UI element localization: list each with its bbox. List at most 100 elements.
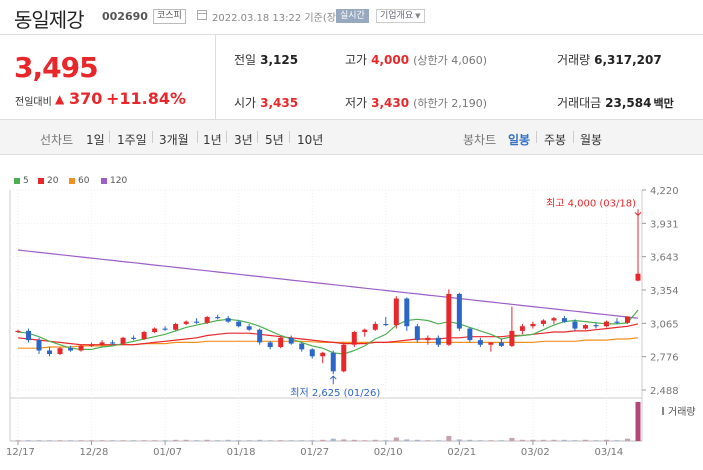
candle-body <box>477 340 483 345</box>
candle-body <box>341 344 347 372</box>
ma120-line <box>17 249 639 319</box>
volume-bar <box>194 440 200 441</box>
change-label: 전일대비 <box>15 97 52 108</box>
candle-body <box>225 318 231 322</box>
x-tick-label: 02/10 <box>374 447 403 458</box>
volume-bar <box>540 439 546 441</box>
stat-label: 거래량 <box>557 53 591 67</box>
legend-ma120: 120 <box>101 176 127 186</box>
period-1y[interactable]: 1년 <box>203 133 222 147</box>
volume-bar <box>330 438 336 441</box>
candle-body <box>152 328 158 333</box>
volume-bars <box>15 402 641 441</box>
volume-bar <box>572 440 578 441</box>
x-tick-label: 12/17 <box>6 447 35 458</box>
volume-bar <box>404 439 410 441</box>
candle-body <box>383 323 389 326</box>
candle-body <box>36 340 42 351</box>
volume-bar <box>477 440 483 441</box>
stat-value: 3,435 <box>260 96 299 110</box>
period-1w[interactable]: 1주일 <box>117 133 147 147</box>
x-tick-label: 03/14 <box>594 447 623 458</box>
candle-body <box>26 330 32 341</box>
stat-label: 전일 <box>234 53 257 67</box>
period-3y[interactable]: 3년 <box>234 133 253 147</box>
volume-bar <box>456 439 462 441</box>
volume-bar <box>624 438 630 441</box>
volume-bar <box>278 440 284 441</box>
period-toolbar: 선차트 1일 1주일 3개월 1년 3년 5년 10년 봉차트 일봉 주봉 월봉 <box>0 120 703 155</box>
separator <box>197 131 198 143</box>
stat-label: 거래대금 <box>557 96 602 110</box>
separator <box>573 131 574 143</box>
separator <box>536 131 537 143</box>
candle-body <box>131 337 137 339</box>
candle-body <box>488 342 494 345</box>
volume-bar <box>152 440 158 441</box>
volume-bar <box>57 440 63 441</box>
stat-sub: (상한가 4,060) <box>413 54 487 67</box>
legend-swatch <box>38 177 44 184</box>
candle-body <box>530 323 536 327</box>
candle-body <box>624 316 630 323</box>
volume-bar <box>362 440 368 441</box>
candle-body <box>498 342 504 346</box>
volume-bar <box>488 440 494 441</box>
company-overview-dropdown[interactable]: 기업개요 ▼ <box>376 9 425 23</box>
separator <box>109 131 110 143</box>
volume-bar <box>26 440 32 441</box>
stat-value: 3,125 <box>260 53 299 67</box>
period-3m[interactable]: 3개월 <box>159 133 189 147</box>
candlestick-chart[interactable]: 4,220 3,931 3,643 3,354 3,065 2,776 2,488 12/17… <box>0 155 703 470</box>
legend-label: 60 <box>78 176 90 186</box>
candle-daily[interactable]: 일봉 <box>508 133 531 147</box>
period-5y[interactable]: 5년 <box>265 133 284 147</box>
low-annotation: 최저 2,625 (01/26) <box>290 387 380 399</box>
candle-body <box>162 328 168 330</box>
stat-value: 23,584 <box>605 96 652 110</box>
volume-bar <box>320 439 326 441</box>
candle-body <box>257 329 263 343</box>
volume-bar <box>288 440 294 441</box>
volume-bar <box>341 439 347 441</box>
stock-header: 동일제강 002690 코스피 2022.03.18 13:22 기준(장중) … <box>0 0 703 34</box>
x-tick-label: 01/18 <box>227 447 256 458</box>
volume-bar <box>509 437 515 441</box>
y-tick-label: 3,354 <box>650 286 679 297</box>
company-overview-label: 기업개요 <box>380 11 414 21</box>
candle-weekly[interactable]: 주봉 <box>544 133 567 147</box>
x-tick-label: 12/28 <box>80 447 109 458</box>
timestamp: 2022.03.18 13:22 기준(장중) <box>212 13 350 24</box>
candle-body <box>267 342 273 348</box>
volume-bar <box>351 439 357 441</box>
period-10y[interactable]: 10년 <box>297 133 324 147</box>
realtime-button[interactable]: 실시간 <box>336 9 369 23</box>
stock-name: 동일제강 <box>14 8 85 32</box>
candle-body <box>540 320 546 324</box>
separator <box>257 131 258 143</box>
candle-body <box>194 321 200 323</box>
stat-label: 시가 <box>234 96 257 110</box>
volume-bar <box>15 440 21 441</box>
period-1d[interactable]: 1일 <box>86 133 105 147</box>
volume-bar <box>530 439 536 441</box>
volume-bar <box>246 440 252 441</box>
legend-swatch <box>14 177 20 184</box>
y-tick-label: 3,065 <box>650 319 679 330</box>
candle-body <box>635 273 641 281</box>
candle-body <box>593 325 599 327</box>
volume-bar <box>257 439 263 441</box>
volume-bar <box>110 440 116 441</box>
legend-label: 20 <box>47 176 59 186</box>
stat-label: 고가 <box>345 53 368 67</box>
volume-bar <box>383 440 389 441</box>
volume-bar <box>309 440 315 441</box>
candle-monthly[interactable]: 월봉 <box>580 133 603 147</box>
high-annotation: 최고 4,000 (03/18) <box>546 197 636 209</box>
stat-low: 저가 3,430 (하한가 2,190) <box>345 94 487 111</box>
volume-bar <box>162 440 168 441</box>
volume-bar <box>582 439 588 441</box>
volume-bar <box>519 439 525 441</box>
candle-body <box>582 325 588 329</box>
x-tick-label: 01/07 <box>153 447 182 458</box>
